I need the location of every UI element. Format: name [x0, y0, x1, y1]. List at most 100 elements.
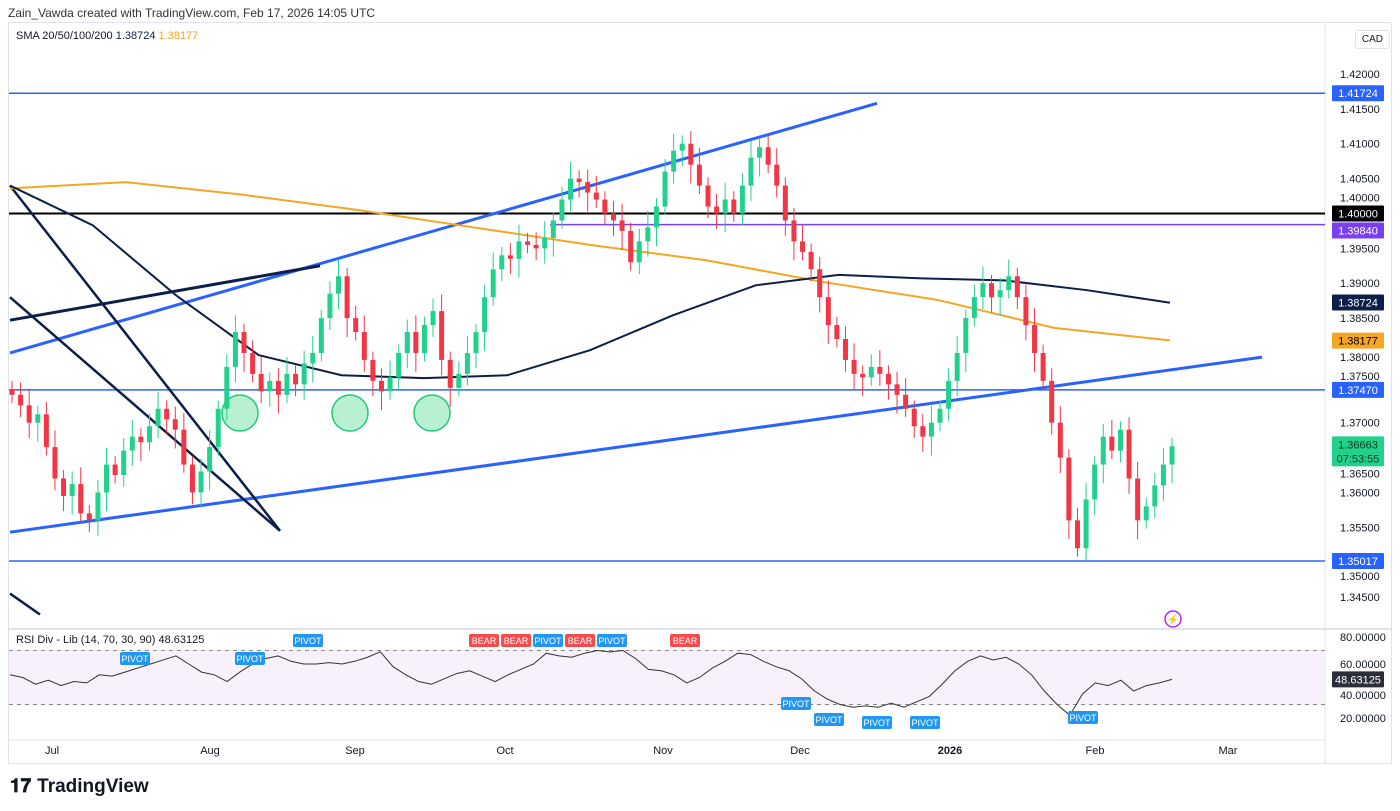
candle-body	[396, 352, 402, 378]
candle-body	[1126, 429, 1132, 479]
candle-body	[628, 230, 634, 263]
candle-body	[473, 332, 479, 353]
candle-body	[576, 178, 582, 183]
price-tick-label: 1.35000	[1340, 571, 1380, 583]
candle-body	[129, 436, 135, 451]
candle-body	[1143, 506, 1149, 521]
time-tick-label: Aug	[200, 745, 220, 757]
candle-body	[997, 290, 1003, 298]
candle-body	[370, 359, 376, 381]
price-tick-label: 1.35500	[1340, 522, 1380, 534]
sma200-value: 1.38177	[158, 30, 199, 42]
candle-body	[851, 359, 857, 374]
candle-body	[911, 408, 917, 427]
alert-icon-glyph: ⚡	[1167, 613, 1179, 626]
rsi-marker-label: PIVOT	[815, 715, 843, 725]
candle-body	[499, 255, 505, 270]
support-circle	[221, 394, 259, 432]
candle-body	[439, 311, 445, 360]
price-level-tag-text: 1.40000	[1338, 208, 1378, 220]
candle-body	[1049, 380, 1055, 423]
rsi-marker-label: BEAR	[568, 636, 593, 646]
candle-body	[525, 241, 531, 245]
price-level-tag	[1332, 222, 1384, 239]
rsi-marker-label: PIVOT	[236, 654, 264, 664]
time-tick-label: Dec	[790, 745, 810, 757]
candle-body	[1066, 457, 1072, 521]
candle-body	[834, 325, 840, 340]
candle-body	[86, 513, 92, 521]
time-tick-label: Nov	[653, 745, 673, 757]
candle-body	[61, 478, 67, 496]
chart-frame	[8, 22, 1392, 764]
price-level-tag	[1332, 332, 1384, 349]
candle-body	[198, 471, 204, 493]
candle-body	[868, 366, 874, 378]
brand-name: TradingView	[37, 776, 149, 797]
candle-body	[842, 339, 848, 360]
candle-body	[26, 405, 32, 423]
trendline	[9, 296, 281, 532]
price-level-tag-text: 1.38177	[1338, 336, 1378, 348]
rsi-marker-label: BEAR	[504, 636, 529, 646]
tradingview-logo[interactable]: 𝟏𝟕 TradingView	[10, 776, 149, 798]
rsi-marker-pivot	[814, 713, 844, 726]
candle-body	[310, 352, 316, 364]
candle-body	[765, 147, 771, 165]
price-tick-label: 1.36500	[1340, 469, 1380, 481]
price-level-tag-text: 1.39840	[1338, 225, 1378, 237]
candle-body	[679, 143, 685, 151]
candle-body	[946, 380, 952, 409]
price-tick-label: 1.37500	[1340, 371, 1380, 383]
candle-body	[413, 332, 419, 353]
candle-body	[782, 185, 788, 221]
candle-body	[1092, 464, 1098, 500]
rsi-marker-bear	[501, 634, 531, 647]
rsi-marker-pivot	[910, 716, 940, 729]
candle-body	[318, 318, 324, 353]
candle-body	[1135, 478, 1141, 521]
rsi-marker-label: PIVOT	[598, 636, 626, 646]
candle-body	[825, 297, 831, 326]
candle-body	[138, 436, 144, 443]
price-level-tag	[1332, 294, 1384, 311]
candle-body	[52, 447, 58, 479]
price-level-tag-text: 1.38724	[1338, 297, 1378, 309]
candle-body	[172, 419, 178, 430]
candle-body	[610, 213, 616, 221]
tv-logo-icon: 𝟏𝟕	[10, 776, 32, 797]
price-tick-label: 1.38500	[1340, 313, 1380, 325]
candle-body	[1074, 520, 1080, 549]
price-level-tag-text: 1.35017	[1338, 556, 1378, 568]
rsi-tick-label: 40.00000	[1340, 690, 1386, 702]
price-tick-label: 1.34500	[1340, 592, 1380, 604]
rsi-marker-label: BEAR	[472, 636, 497, 646]
price-tick-label: 1.36000	[1340, 487, 1380, 499]
candle-body	[1117, 429, 1123, 451]
rsi-marker-label: PIVOT	[1069, 713, 1097, 723]
candle-body	[963, 318, 969, 353]
rsi-marker-pivot	[1068, 711, 1098, 724]
candle-body	[490, 269, 496, 298]
currency-button[interactable]: CAD	[1354, 30, 1390, 49]
candle-body	[121, 450, 127, 476]
candle-body	[559, 199, 565, 221]
candle-body	[421, 325, 427, 353]
rsi-band	[9, 650, 1325, 705]
candle-body	[662, 171, 668, 207]
rsi-marker-pivot	[597, 634, 627, 647]
candle-body	[696, 164, 702, 186]
time-tick-label: Oct	[496, 745, 513, 757]
candle-body	[164, 408, 170, 420]
candle-body	[1169, 446, 1175, 465]
price-level-tag	[1332, 381, 1384, 398]
price-level-tag-text: 1.37470	[1338, 385, 1378, 397]
candle-body	[267, 380, 273, 392]
support-circle	[331, 394, 369, 432]
price-tick-label: 1.42000	[1340, 69, 1380, 81]
trendline	[9, 184, 281, 532]
candle-body	[928, 422, 934, 437]
time-tick-label: Mar	[1219, 745, 1238, 757]
trendline	[9, 592, 41, 616]
